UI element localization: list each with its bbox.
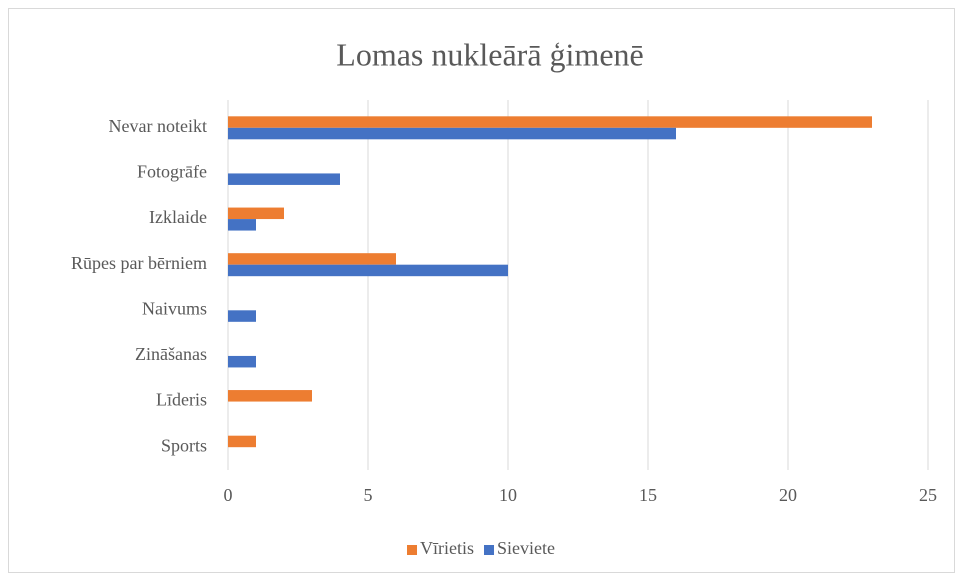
y-tick-label: Izklaide [149,207,207,227]
y-tick-label: Sports [161,435,207,455]
x-tick-label: 20 [779,485,797,505]
y-tick-label: Zināšanas [135,344,207,364]
chart-title: Lomas nukleārā ģimenē [336,36,643,72]
bar [228,127,676,140]
bar [228,253,396,265]
x-tick-label: 25 [919,485,937,505]
legend-swatch [407,545,418,555]
chart-frame [8,8,955,573]
x-tick-label: 0 [224,485,233,505]
x-tick-label: 5 [364,485,373,505]
bar [228,173,340,185]
legend-swatch [484,545,495,555]
x-tick-label: 15 [639,485,657,505]
y-tick-label: Rūpes par bērniem [71,253,207,273]
bar [228,435,256,448]
bar [228,310,256,322]
legend-label: Vīrietis [420,538,474,558]
bar [228,390,312,402]
bar [228,355,256,368]
legend-label: Sieviete [497,538,555,558]
bar [228,207,284,220]
y-tick-label: Līderis [156,390,207,410]
bar [228,264,508,277]
bar [228,219,256,231]
y-tick-label: Fotogrāfe [137,162,207,182]
bar [228,116,872,128]
y-tick-label: Naivums [142,298,207,318]
y-tick-label: Nevar noteikt [109,116,207,136]
x-tick-label: 10 [499,485,517,505]
